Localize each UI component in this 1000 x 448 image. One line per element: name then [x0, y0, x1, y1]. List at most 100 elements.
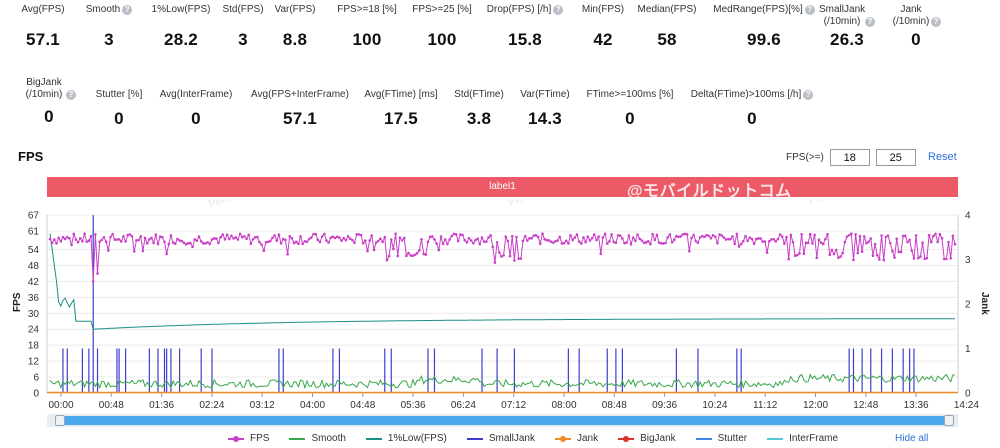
- help-icon[interactable]: ?: [122, 5, 133, 15]
- legend-item-jank[interactable]: Jank: [554, 433, 598, 444]
- fps-threshold-input-1[interactable]: [829, 149, 870, 166]
- time-range-slider[interactable]: [61, 416, 946, 425]
- fps-point: [230, 234, 233, 238]
- legend-swatch: [554, 434, 571, 444]
- stat-value: 15.8: [508, 30, 542, 49]
- legend-item-1-low-fps-[interactable]: 1%Low(FPS): [365, 433, 447, 444]
- fps-point: [631, 236, 635, 239]
- fps-point: [668, 233, 672, 236]
- fps-point: [260, 243, 263, 246]
- fps-filter: FPS(>=): [786, 149, 916, 166]
- fps-point: [776, 237, 780, 241]
- stat-value: 57.1: [283, 109, 317, 128]
- fps-point: [59, 239, 63, 243]
- fps-point: [554, 239, 557, 243]
- fps-threshold-input-2[interactable]: [875, 149, 916, 166]
- fps-point: [94, 233, 97, 236]
- x-tick-label: 13:36: [904, 400, 929, 411]
- fps-point: [346, 235, 350, 238]
- fps-point: [681, 233, 685, 236]
- fps-point: [422, 252, 425, 256]
- legend-item-interframe[interactable]: InterFrame: [767, 433, 838, 444]
- legend-item-stutter[interactable]: Stutter: [695, 433, 748, 444]
- help-icon[interactable]: ?: [865, 17, 875, 27]
- fps-point: [269, 239, 272, 243]
- y2-tick-label: 3: [965, 255, 971, 266]
- fps-point: [549, 240, 553, 243]
- fps-point: [465, 241, 469, 244]
- y-tick-label: 48: [28, 261, 40, 272]
- stat-label: Avg(InterFrame): [159, 89, 233, 100]
- fps-point: [694, 239, 698, 243]
- fps-point: [253, 235, 257, 239]
- help-icon[interactable]: ?: [804, 5, 815, 15]
- hide-all-button[interactable]: Hide all: [895, 433, 929, 444]
- fps-point: [634, 239, 637, 243]
- fps-point: [338, 236, 341, 240]
- fps-point: [184, 242, 188, 246]
- fps-point: [942, 257, 946, 261]
- range-handle-left[interactable]: [55, 415, 65, 426]
- fps-point: [182, 241, 186, 245]
- watermark-small: PerfDog: [507, 200, 549, 209]
- fps-point: [785, 235, 788, 239]
- fps-point: [662, 242, 665, 245]
- legend-swatch: [365, 434, 382, 444]
- y-tick-label: 18: [28, 341, 40, 352]
- fps-point: [646, 240, 650, 243]
- fps-point: [446, 242, 449, 246]
- fps-point: [130, 234, 134, 238]
- x-tick-label: 05:36: [401, 400, 426, 411]
- reset-button[interactable]: Reset: [928, 151, 957, 163]
- fps-point: [895, 237, 898, 241]
- stat-medrange-fps: MedRange(FPS)[%]? 99.6: [712, 4, 816, 50]
- fps-point: [597, 235, 600, 238]
- legend-label: Stutter: [717, 433, 748, 444]
- fps-point: [839, 255, 842, 258]
- legend-item-bigjank[interactable]: BigJank: [618, 433, 676, 444]
- fps-point: [700, 234, 704, 238]
- fps-point: [275, 239, 279, 242]
- fps-point: [856, 251, 860, 255]
- fps-point: [547, 239, 551, 242]
- fps-point: [538, 242, 542, 246]
- legend-item-smooth[interactable]: Smooth: [289, 433, 346, 444]
- legend-item-smalljank[interactable]: SmallJank: [466, 433, 535, 444]
- fps-point: [143, 236, 147, 240]
- range-handle-right[interactable]: [944, 415, 954, 426]
- fps-point: [491, 245, 495, 249]
- legend-item-fps[interactable]: FPS: [228, 433, 269, 444]
- x-tick-label: 10:24: [702, 400, 727, 411]
- fps-point: [495, 240, 499, 244]
- fps-point: [528, 236, 531, 240]
- fps-point: [126, 233, 130, 237]
- fps-point: [286, 252, 289, 256]
- fps-point: [865, 241, 868, 245]
- fps-point: [327, 241, 330, 244]
- stat-drop-fps: Drop(FPS) [/h]? 15.8: [480, 4, 570, 50]
- fps-point: [405, 254, 408, 258]
- help-icon[interactable]: ?: [803, 90, 814, 100]
- stat-jank: Jank (/10min)? 0: [884, 4, 948, 50]
- fps-point: [871, 254, 875, 258]
- fps-point: [307, 237, 311, 241]
- fps-point: [299, 235, 302, 238]
- fps-point: [370, 234, 374, 237]
- help-icon[interactable]: ?: [66, 90, 76, 100]
- x-tick-label: 08:00: [551, 400, 576, 411]
- help-icon[interactable]: ?: [553, 5, 564, 15]
- stat-value: 3: [104, 30, 114, 49]
- fps-point: [724, 238, 728, 241]
- fps-point: [722, 236, 726, 239]
- fps-point: [826, 232, 829, 236]
- stat-label: Min(FPS): [581, 4, 625, 15]
- fps-point: [916, 256, 920, 260]
- fps-point: [189, 241, 192, 245]
- help-icon[interactable]: ?: [931, 17, 941, 27]
- fps-point: [377, 239, 380, 243]
- label-bar[interactable]: label1: [47, 177, 958, 197]
- stat-value: 0: [747, 109, 757, 128]
- fps-point: [178, 239, 181, 242]
- fps-point: [167, 242, 171, 246]
